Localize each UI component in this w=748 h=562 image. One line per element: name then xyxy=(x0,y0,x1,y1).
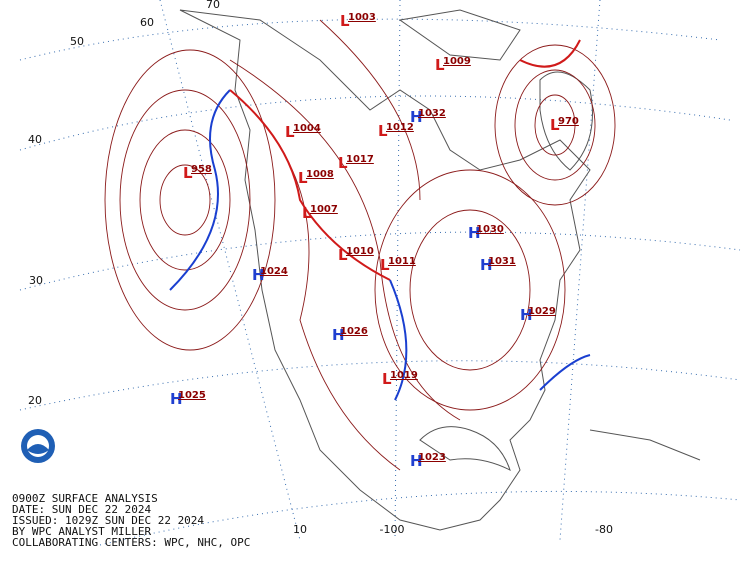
pressure-centers: L1003H1032L1009L970L958L1004L1008L1012L1… xyxy=(170,12,579,470)
pressure-value: 1026 xyxy=(340,326,368,337)
grid-label: -100 xyxy=(380,523,405,536)
footer-line: COLLABORATING CENTERS: WPC, NHC, OPC xyxy=(12,536,250,549)
low-symbol: L xyxy=(298,169,308,187)
pressure-value: 1004 xyxy=(293,123,321,134)
low-symbol: L xyxy=(382,370,392,388)
low-symbol: L xyxy=(338,246,348,264)
coastlines xyxy=(179,9,701,531)
grid-label: 10 xyxy=(293,523,307,536)
pressure-value: 1007 xyxy=(310,204,338,215)
pressure-value: 1029 xyxy=(528,306,556,317)
grid-label: 50 xyxy=(70,35,84,48)
grid-label: 20 xyxy=(28,394,42,407)
low-symbol: L xyxy=(302,204,312,222)
pressure-value: 1023 xyxy=(418,452,446,463)
high-symbol: H xyxy=(520,306,533,324)
low-symbol: L xyxy=(380,256,390,274)
isobars xyxy=(104,19,616,471)
grid-label: 60 xyxy=(140,16,154,29)
pressure-value: 1003 xyxy=(348,12,376,23)
low-symbol: L xyxy=(183,164,193,182)
low-symbol: L xyxy=(285,123,295,141)
pressure-value: 1010 xyxy=(346,246,374,257)
grid-label: 30 xyxy=(29,274,43,287)
grid-label: 40 xyxy=(28,133,42,146)
high-symbol: H xyxy=(170,390,183,408)
high-symbol: H xyxy=(480,256,493,274)
pressure-value: 1012 xyxy=(386,122,414,133)
grid-label: 70 xyxy=(206,0,220,11)
pressure-value: 970 xyxy=(558,116,579,127)
pressure-value: 1017 xyxy=(346,154,374,165)
footer-line: DATE: SUN DEC 22 2024 xyxy=(12,503,151,516)
footer-line: BY WPC ANALYST MILLER xyxy=(12,525,151,538)
fronts xyxy=(169,39,591,401)
low-symbol: L xyxy=(338,154,348,172)
pressure-value: 1011 xyxy=(388,256,416,267)
noaa-logo xyxy=(21,429,55,463)
pressure-value: 1025 xyxy=(178,390,206,401)
low-symbol: L xyxy=(378,122,388,140)
high-symbol: H xyxy=(252,266,265,284)
high-symbol: H xyxy=(468,224,481,242)
low-symbol: L xyxy=(435,56,445,74)
pressure-value: 1009 xyxy=(443,56,471,67)
grid-label: -80 xyxy=(595,523,613,536)
high-symbol: H xyxy=(410,452,423,470)
high-symbol: H xyxy=(410,108,423,126)
footer-line: ISSUED: 1029Z SUN DEC 22 2024 xyxy=(12,514,204,527)
low-symbol: L xyxy=(550,116,560,134)
pressure-value: 1031 xyxy=(488,256,516,267)
pressure-value: 958 xyxy=(191,164,212,175)
pressure-value: 1019 xyxy=(390,370,418,381)
high-symbol: H xyxy=(332,326,345,344)
pressure-value: 1008 xyxy=(306,169,334,180)
pressure-value: 1024 xyxy=(260,266,288,277)
footer-line: 0900Z SURFACE ANALYSIS xyxy=(12,492,158,505)
labels: 70 60 50 40 30 20 10 -100 -80 xyxy=(28,0,613,536)
low-symbol: L xyxy=(340,12,350,30)
pressure-value: 1032 xyxy=(418,108,446,119)
pressure-value: 1030 xyxy=(476,224,504,235)
